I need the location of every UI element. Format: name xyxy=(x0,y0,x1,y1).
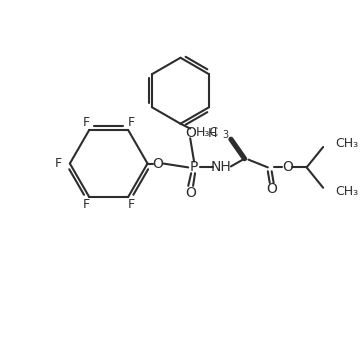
Text: F: F xyxy=(55,157,62,170)
Text: H: H xyxy=(208,127,217,140)
Text: F: F xyxy=(127,116,135,129)
Text: P: P xyxy=(190,161,198,174)
Text: O: O xyxy=(282,161,293,174)
Text: O: O xyxy=(153,157,163,171)
Text: NH: NH xyxy=(211,161,231,174)
Text: CH₃: CH₃ xyxy=(335,185,358,198)
Text: F: F xyxy=(127,198,135,211)
Text: F: F xyxy=(83,198,90,211)
Text: O: O xyxy=(185,186,195,199)
Text: O: O xyxy=(185,126,195,140)
Text: 3: 3 xyxy=(222,130,228,140)
Text: F: F xyxy=(83,116,90,129)
Text: O: O xyxy=(266,182,277,196)
Text: CH₃: CH₃ xyxy=(335,137,358,150)
Text: H₃C: H₃C xyxy=(196,126,219,139)
